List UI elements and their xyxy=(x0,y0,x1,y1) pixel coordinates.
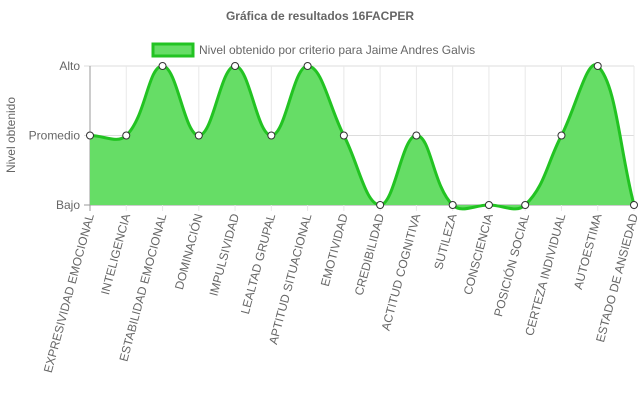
y-tick-label: Bajo xyxy=(56,198,80,212)
x-tick-label: LEALTAD GRUPAL xyxy=(238,212,278,316)
point xyxy=(448,201,457,209)
y-tick-label: Promedio xyxy=(29,129,81,143)
x-tick-label: POSICIÓN SOCIAL xyxy=(490,212,532,319)
point xyxy=(231,62,240,70)
x-tick-label: ACTITUD COGNITIVA xyxy=(379,212,424,332)
point xyxy=(630,201,638,209)
point xyxy=(158,62,167,70)
point xyxy=(557,131,566,140)
y-tick-label: Alto xyxy=(59,59,80,73)
line xyxy=(89,63,636,211)
point xyxy=(339,131,348,140)
x-tick-label: IMPULSIVIDAD xyxy=(207,212,243,298)
x-tick-label: INTELIGENCIA xyxy=(98,212,133,296)
legend-swatch xyxy=(151,42,195,58)
point xyxy=(484,201,493,209)
x-tick-label: DOMINACIÓN xyxy=(171,212,206,291)
x-tick-label: AUTOESTIMA xyxy=(571,212,605,291)
x-tick-label: EXPRESIVIDAD EMOCIONAL xyxy=(41,212,97,374)
point xyxy=(376,201,385,209)
x-tick-label: CERTEZA INDIVIDUAL xyxy=(522,212,568,337)
point xyxy=(593,62,602,70)
point xyxy=(412,131,421,140)
point xyxy=(86,131,94,140)
area xyxy=(90,64,634,209)
x-tick-label: CONSCIENCIA xyxy=(461,212,496,296)
point xyxy=(267,131,276,140)
legend-label: Nivel obtenido por criterio para Jaime A… xyxy=(199,43,475,57)
point xyxy=(521,201,530,209)
chart-title: Gráfica de resultados 16FACPER xyxy=(226,9,414,23)
x-tick-label: CREDIBILIDAD xyxy=(352,212,387,297)
x-tick-label: SUTILEZA xyxy=(431,212,459,271)
x-tick-label: EMOTIVIDAD xyxy=(318,212,351,288)
point xyxy=(303,62,312,70)
point xyxy=(122,131,131,140)
point xyxy=(194,131,203,140)
y-axis-title: Nivel obtenido xyxy=(4,97,18,173)
